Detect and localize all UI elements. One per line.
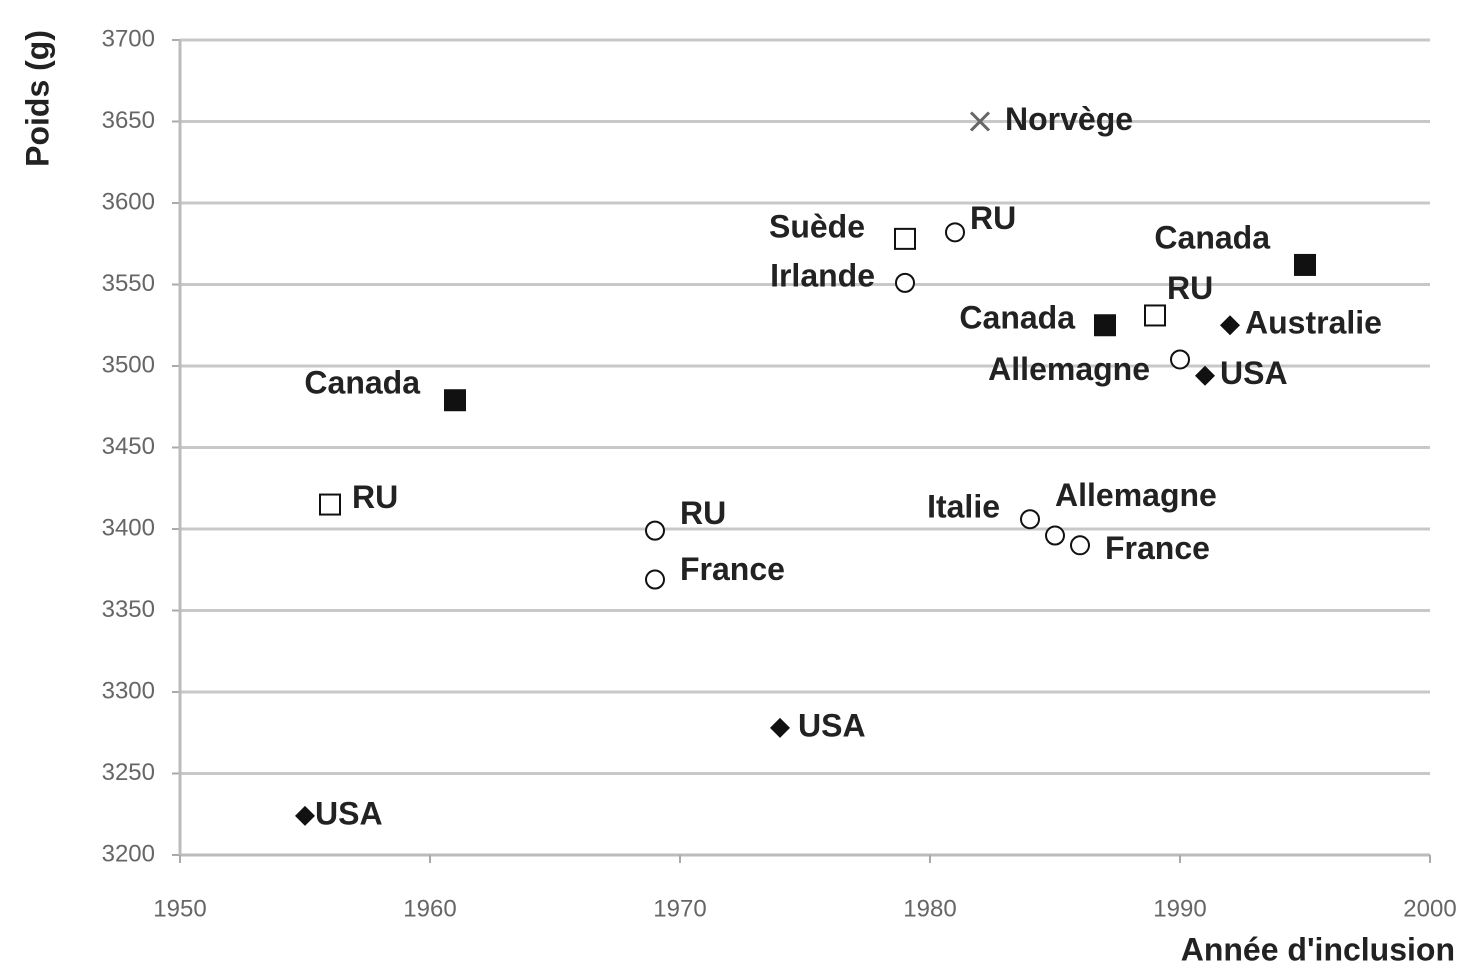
y-tick-label: 3250 bbox=[102, 759, 155, 786]
y-axis-title: Poids (g) bbox=[19, 30, 55, 167]
x-tick-label: 1980 bbox=[903, 895, 956, 922]
point-label: Allemagne bbox=[1055, 477, 1217, 513]
point bbox=[444, 389, 466, 412]
x-tick-label: 1970 bbox=[653, 895, 706, 922]
x-tick-label: 1990 bbox=[1153, 895, 1206, 922]
point-label: USA bbox=[798, 707, 866, 743]
point-label: Suède bbox=[769, 208, 865, 244]
point-label: USA bbox=[1220, 355, 1288, 391]
y-tick-label: 3500 bbox=[102, 351, 155, 378]
point-label: RU bbox=[352, 479, 398, 515]
point-label: Irlande bbox=[770, 257, 875, 293]
point-label: Australie bbox=[1245, 305, 1382, 341]
point-label: Canada bbox=[959, 300, 1075, 336]
point-label: RU bbox=[1167, 270, 1213, 306]
point bbox=[895, 272, 915, 293]
point-label: Allemagne bbox=[988, 351, 1150, 387]
point-label: France bbox=[680, 551, 785, 587]
point bbox=[1170, 349, 1190, 370]
point bbox=[1195, 365, 1215, 386]
y-tick-label: 3200 bbox=[102, 840, 155, 867]
x-tick-label: 2000 bbox=[1403, 895, 1456, 922]
point bbox=[645, 520, 665, 541]
point bbox=[1070, 535, 1090, 556]
y-tick-label: 3650 bbox=[102, 107, 155, 134]
y-tick-label: 3400 bbox=[102, 514, 155, 541]
point-label: USA bbox=[315, 795, 383, 831]
point bbox=[645, 569, 665, 590]
x-axis-title: Année d'inclusion bbox=[1181, 931, 1455, 967]
point bbox=[1094, 314, 1116, 337]
point-label: RU bbox=[680, 495, 726, 531]
point-label: Canada bbox=[304, 365, 420, 401]
y-tick-label: 3700 bbox=[102, 25, 155, 52]
y-tick-label: 3450 bbox=[102, 433, 155, 460]
point bbox=[894, 227, 916, 250]
point bbox=[969, 111, 991, 132]
point-label: Norvège bbox=[1005, 101, 1133, 137]
point-label: France bbox=[1105, 530, 1210, 566]
point bbox=[1020, 509, 1040, 530]
y-tick-label: 3350 bbox=[102, 596, 155, 623]
y-tick-label: 3550 bbox=[102, 270, 155, 297]
point bbox=[319, 493, 341, 516]
point bbox=[1294, 253, 1316, 276]
point-label: RU bbox=[970, 200, 1016, 236]
point bbox=[945, 222, 965, 243]
y-tick-label: 3600 bbox=[102, 188, 155, 215]
point bbox=[1045, 525, 1065, 546]
point bbox=[1144, 304, 1166, 327]
x-tick-label: 1960 bbox=[403, 895, 456, 922]
point-label: Italie bbox=[927, 489, 1000, 525]
point bbox=[1220, 315, 1240, 336]
y-tick-label: 3300 bbox=[102, 677, 155, 704]
point bbox=[770, 717, 790, 738]
x-tick-label: 1950 bbox=[153, 895, 206, 922]
point-label: Canada bbox=[1154, 219, 1270, 255]
point bbox=[295, 805, 315, 826]
